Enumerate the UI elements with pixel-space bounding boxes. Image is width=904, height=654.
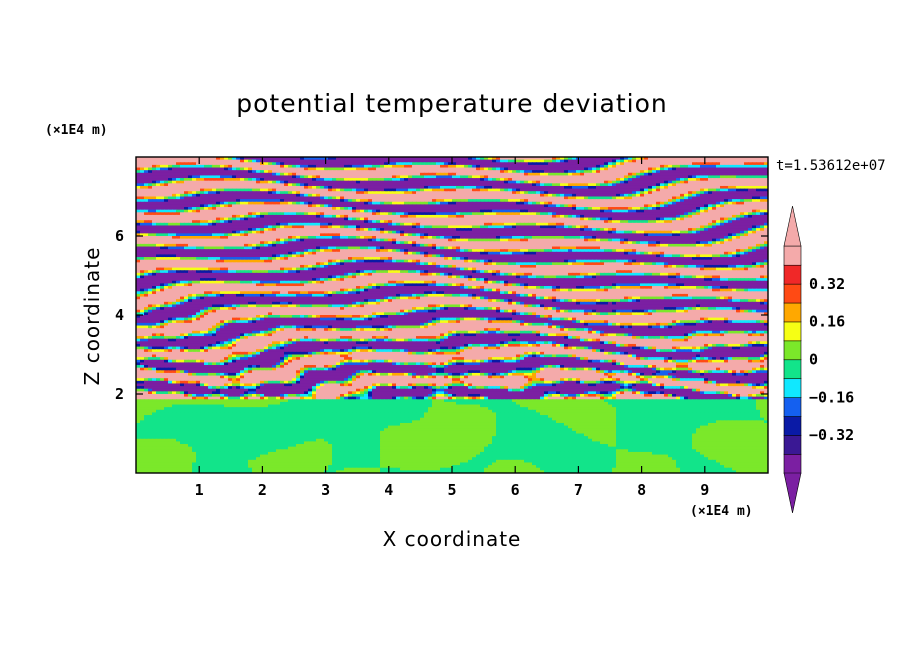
colorbar-label-3: −0.16 bbox=[809, 388, 854, 406]
colorbar-extend-bottom bbox=[783, 472, 802, 514]
colorbar-band-9 bbox=[783, 283, 802, 304]
colorbar-band-10 bbox=[783, 264, 802, 285]
x-tick-label-5: 5 bbox=[447, 481, 456, 499]
x-tick-label-8: 8 bbox=[637, 481, 646, 499]
colorbar-band-1 bbox=[783, 434, 802, 455]
colorbar-label-0: 0.32 bbox=[809, 275, 845, 293]
x-axis-unit: (×1E4 m) bbox=[690, 504, 753, 519]
colorbar-band-0 bbox=[783, 453, 802, 474]
y-axis-label: Z coordinate bbox=[80, 247, 104, 386]
x-tick-label-7: 7 bbox=[574, 481, 583, 499]
colorbar-extend-top bbox=[783, 205, 802, 247]
colorbar-band-5 bbox=[783, 359, 802, 380]
x-tick-label-3: 3 bbox=[321, 481, 330, 499]
plot-field bbox=[136, 157, 768, 473]
x-tick-label-2: 2 bbox=[258, 481, 267, 499]
colorbar-band-6 bbox=[783, 340, 802, 361]
y-tick-label-4: 4 bbox=[115, 306, 124, 324]
y-tick-label-6: 6 bbox=[115, 227, 124, 245]
colorbar-band-11 bbox=[783, 245, 802, 266]
colorbar-label-1: 0.16 bbox=[809, 313, 845, 331]
colorbar-band-7 bbox=[783, 321, 802, 342]
colorbar-label-4: −0.32 bbox=[809, 426, 854, 444]
chart-title: potential temperature deviation bbox=[236, 89, 667, 118]
colorbar-band-3 bbox=[783, 397, 802, 417]
y-axis-unit: (×1E4 m) bbox=[45, 123, 108, 138]
x-tick-label-9: 9 bbox=[700, 481, 709, 499]
time-label: t=1.53612e+07 bbox=[776, 158, 886, 174]
colorbar-label-2: 0 bbox=[809, 351, 818, 369]
y-tick-label-2: 2 bbox=[115, 385, 124, 403]
x-axis-label: X coordinate bbox=[383, 527, 522, 551]
x-tick-label-1: 1 bbox=[195, 481, 204, 499]
colorbar: 0.32 0.16 0 −0.16 −0.32 bbox=[783, 205, 854, 514]
colorbar-band-2 bbox=[783, 415, 802, 436]
colorbar-band-8 bbox=[783, 302, 802, 323]
x-tick-label-4: 4 bbox=[384, 481, 393, 499]
x-axis-ticks: 1 2 3 4 5 6 7 8 9 bbox=[195, 157, 709, 499]
colorbar-band-4 bbox=[783, 378, 802, 398]
x-tick-label-6: 6 bbox=[511, 481, 520, 499]
y-axis-ticks: 2 4 6 bbox=[115, 227, 768, 403]
